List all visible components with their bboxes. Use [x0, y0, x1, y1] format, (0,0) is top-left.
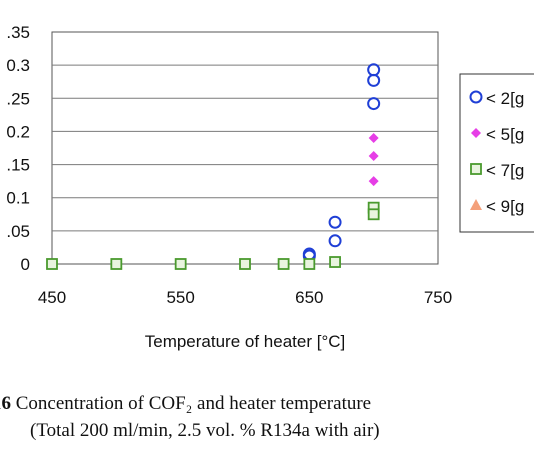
x-axis-label: Temperature of heater [°C]: [145, 332, 346, 351]
x-tick-label: 450: [38, 288, 66, 307]
y-tick-label: .25: [6, 89, 30, 108]
data-point: [469, 90, 483, 104]
figure-number: 16: [0, 393, 11, 414]
data-point: [368, 133, 379, 144]
data-point: [277, 258, 290, 270]
x-tick-label: 750: [424, 288, 452, 307]
data-point: [367, 208, 380, 221]
legend-label: < 7[g: [486, 161, 524, 180]
legend-label: < 9[g: [486, 197, 524, 216]
y-tick-labels: .35 0.3 .25 0.2 .15 0.1 .05 0: [6, 23, 30, 274]
data-point: [46, 258, 58, 270]
data-point: [110, 258, 123, 270]
legend: < 2[g < 5[g < 7[g < 9[g: [459, 73, 534, 233]
data-point: [470, 163, 482, 175]
figure-caption-line2: (Total 200 ml/min, 2.5 vol. % R134a with…: [30, 420, 380, 441]
x-tick-label: 550: [166, 288, 194, 307]
plot-area: [51, 31, 439, 265]
legend-label: < 5[g: [486, 125, 524, 144]
x-tick-label: 650: [295, 288, 323, 307]
data-point: [471, 128, 481, 138]
data-point: [367, 97, 381, 111]
data-point: [368, 176, 379, 187]
data-point: [368, 150, 379, 161]
data-markers: [46, 63, 381, 270]
data-point: [329, 256, 341, 268]
data-point: [470, 199, 482, 210]
y-tick-label: 0: [21, 255, 30, 274]
y-tick-label: 0.1: [6, 189, 30, 208]
data-point: [303, 258, 316, 270]
data-point: [239, 258, 251, 270]
legend-label: < 2[g: [486, 89, 524, 108]
y-tick-label: .05: [6, 222, 30, 241]
caption-text: Concentration of COF₂ and heater tempera…: [11, 393, 372, 414]
data-point: [328, 215, 342, 229]
figure-caption-line1: 16 Concentration of COF₂ and heater temp…: [0, 393, 526, 415]
x-tick-labels: 450 550 650 750: [38, 288, 452, 307]
data-point: [367, 73, 381, 87]
data-point: [174, 258, 187, 270]
data-point: [328, 234, 342, 248]
y-tick-label: .15: [6, 156, 30, 175]
y-tick-label: 0.2: [6, 122, 30, 141]
y-tick-label: .35: [6, 23, 30, 42]
y-tick-label: 0.3: [6, 56, 30, 75]
